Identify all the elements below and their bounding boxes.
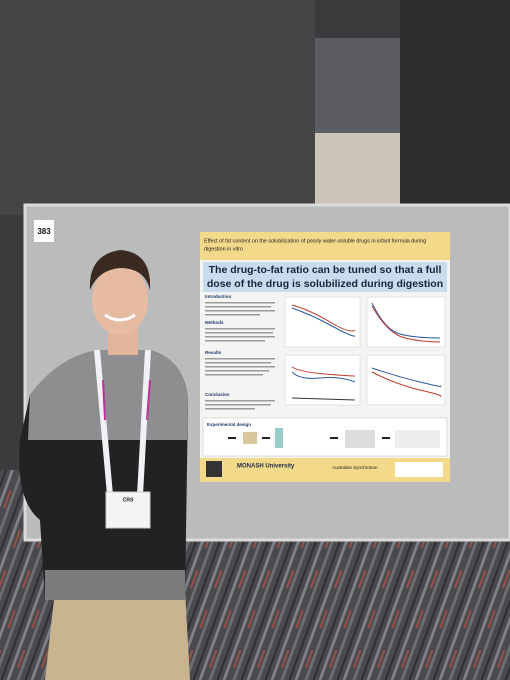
person	[19, 250, 190, 680]
wall-panel-light	[315, 133, 400, 208]
board-number-card	[34, 220, 54, 242]
logo: Australian Synchrotron	[332, 465, 378, 470]
poster-section: Experimental design	[207, 422, 251, 427]
poster-title: Effect of fat content on the solubilizat…	[204, 238, 426, 244]
wall-panel	[0, 0, 315, 215]
window	[315, 38, 400, 133]
poster-section: Results	[205, 350, 222, 355]
logo-box	[395, 462, 443, 477]
board-number: 383	[37, 227, 51, 236]
poster-headline-band	[203, 262, 447, 292]
poster-design-icons	[228, 428, 440, 448]
wall-panel-dark	[400, 0, 510, 205]
poster-section: Introduction	[205, 294, 231, 299]
poster-section: Conclusion	[205, 392, 230, 397]
badge-label: CRS	[123, 497, 134, 503]
poster-header	[200, 232, 450, 260]
logo: MONASH University	[237, 464, 295, 470]
poster-section: Methods	[205, 320, 224, 325]
poster-plots	[284, 296, 446, 406]
qr-code	[206, 461, 222, 477]
poster-body-text	[205, 302, 275, 410]
poster-headline: dose of the drug is solubilized during d…	[207, 278, 443, 290]
poster-title: digestion in vitro	[204, 246, 243, 252]
badge	[105, 491, 151, 529]
poster-headline: The drug-to-fat ratio can be tuned so th…	[209, 264, 442, 276]
